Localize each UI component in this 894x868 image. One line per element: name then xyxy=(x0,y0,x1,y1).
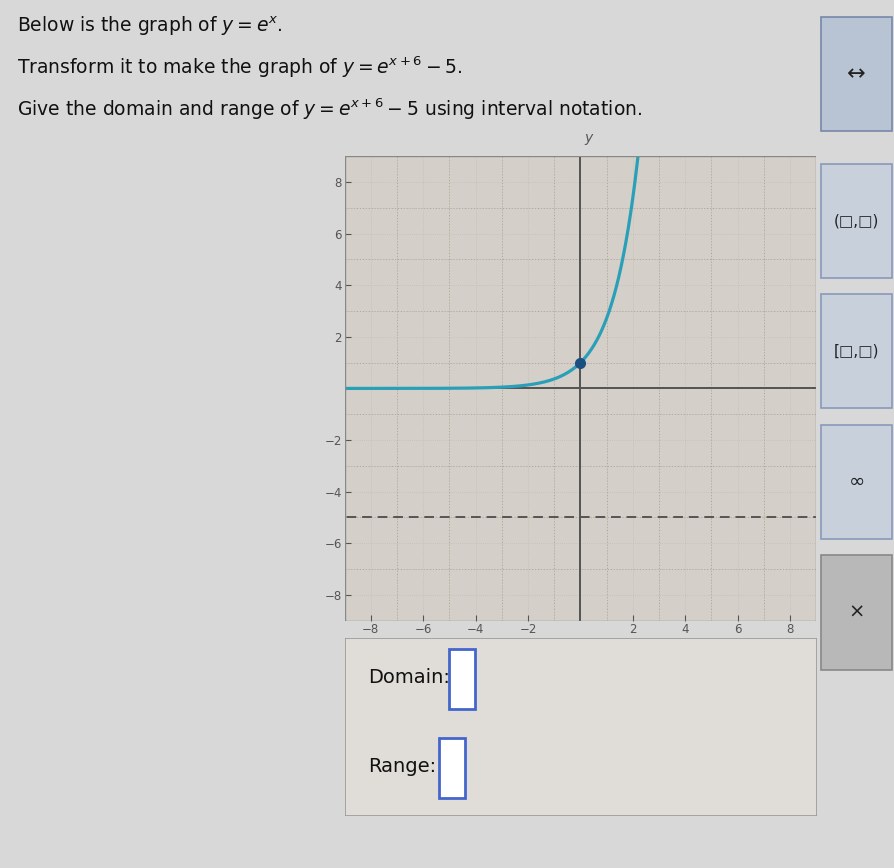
Text: $y$: $y$ xyxy=(584,132,595,147)
Text: Range:: Range: xyxy=(367,757,436,776)
Text: Domain:: Domain: xyxy=(367,667,450,687)
Bar xyxy=(439,738,465,799)
FancyBboxPatch shape xyxy=(821,424,890,539)
FancyBboxPatch shape xyxy=(821,16,890,131)
Text: [□,□): [□,□) xyxy=(833,344,878,358)
Text: ↔: ↔ xyxy=(847,64,864,84)
Text: ×: × xyxy=(848,603,864,622)
Text: Transform it to make the graph of $y=e^{x+6}-5$.: Transform it to make the graph of $y=e^{… xyxy=(17,55,461,81)
Text: (□,□): (□,□) xyxy=(833,214,878,228)
Text: ∞: ∞ xyxy=(848,472,864,491)
Text: $x$: $x$ xyxy=(829,375,839,389)
FancyBboxPatch shape xyxy=(821,164,890,278)
Text: Below is the graph of $y=e^x$.: Below is the graph of $y=e^x$. xyxy=(17,15,282,38)
FancyBboxPatch shape xyxy=(821,556,890,669)
FancyBboxPatch shape xyxy=(821,294,890,409)
Text: Give the domain and range of $y=e^{x+6}-5$ using interval notation.: Give the domain and range of $y=e^{x+6}-… xyxy=(17,96,641,122)
Bar xyxy=(448,648,474,709)
